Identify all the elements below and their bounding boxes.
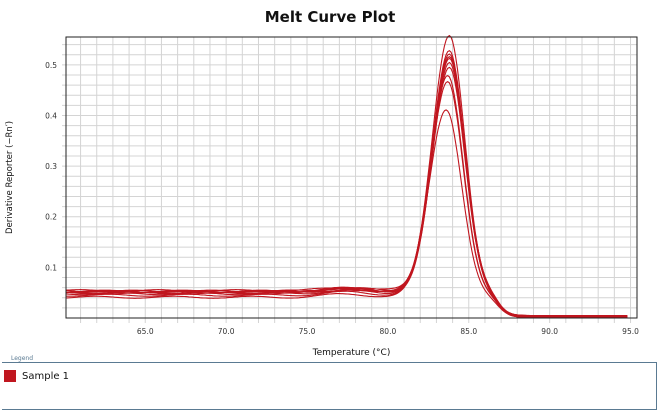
x-tick-label: 70.0 [218, 327, 235, 336]
plot-area [66, 37, 637, 318]
x-tick-label: 65.0 [137, 327, 154, 336]
plot-border [65, 36, 638, 319]
x-tick-label: 95.0 [622, 327, 639, 336]
y-tick-label: 0.1 [45, 263, 57, 272]
series-line-8 [65, 74, 628, 319]
series-line-7 [65, 66, 628, 319]
series-line-10 [65, 109, 628, 319]
x-tick-label: 75.0 [299, 327, 316, 336]
legend-swatch [4, 370, 16, 382]
x-tick-label: 85.0 [460, 327, 477, 336]
x-tick-label: 90.0 [541, 327, 558, 336]
y-tick-label: 0.3 [45, 162, 57, 171]
chart-title: Melt Curve Plot [264, 8, 396, 26]
legend-title: Legend [10, 355, 35, 362]
legend-box [2, 362, 657, 410]
x-tick-label: 80.0 [380, 327, 397, 336]
y-tick-label: 0.5 [45, 61, 57, 70]
y-axis-label: Derivative Reporter (−Rn′) [5, 121, 15, 234]
y-tick-label: 0.4 [45, 111, 57, 120]
legend-label: Sample 1 [22, 370, 70, 382]
x-axis-label: Temperature (°C) [312, 348, 391, 358]
y-tick-label: 0.2 [45, 213, 57, 222]
legend-item-sample-1[interactable]: Sample 1 [4, 370, 69, 382]
melt-curve-chart: 65.0 70.0 75.0 80.0 85.0 90.0 95.0 0.1 0.2 0.3 0.4… [5, 34, 639, 358]
